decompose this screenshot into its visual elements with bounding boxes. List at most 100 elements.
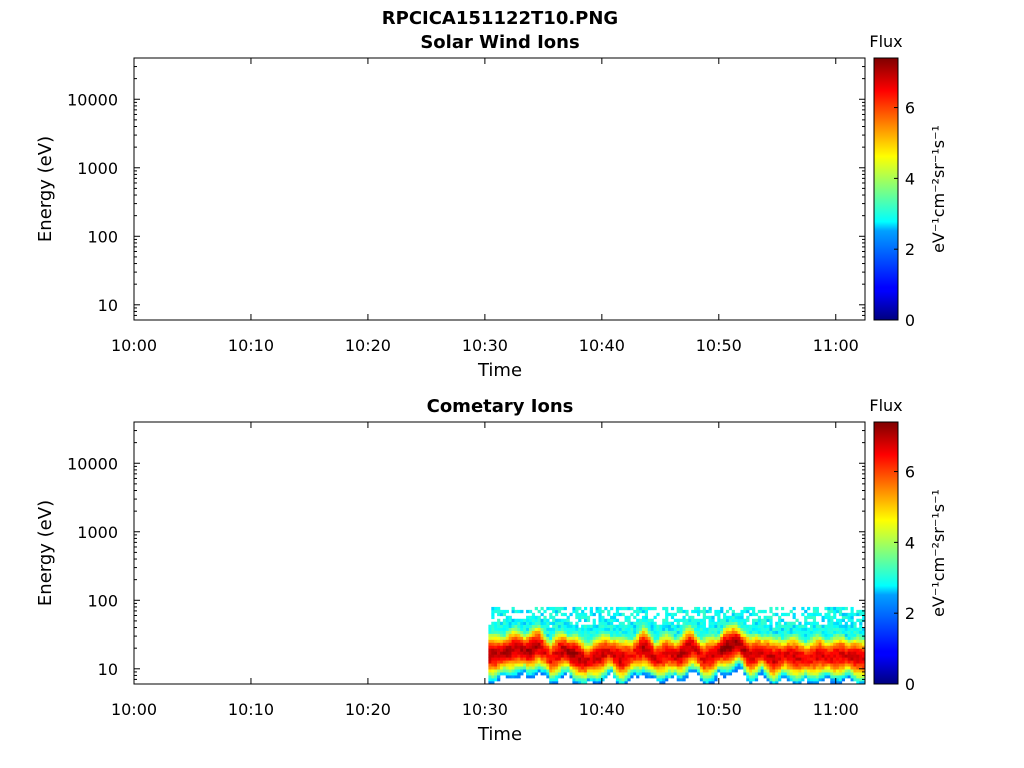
flux-cell bbox=[624, 624, 628, 628]
flux-cell bbox=[581, 636, 585, 640]
flux-cell bbox=[699, 636, 704, 640]
flux-cell bbox=[708, 633, 712, 637]
flux-cell bbox=[621, 624, 625, 628]
flux-cell bbox=[711, 669, 715, 673]
flux-cell bbox=[668, 624, 672, 628]
flux-cell bbox=[696, 648, 701, 652]
flux-cell bbox=[676, 627, 680, 631]
flux-cell bbox=[615, 633, 620, 637]
flux-cell bbox=[531, 663, 536, 667]
flux-cell bbox=[723, 675, 727, 679]
flux-cell bbox=[595, 633, 599, 637]
flux-cell bbox=[708, 624, 712, 628]
flux-cell bbox=[783, 639, 788, 643]
flux-cell bbox=[728, 639, 733, 643]
flux-cell bbox=[708, 642, 712, 646]
flux-cell bbox=[569, 666, 573, 670]
x-tick-label: 10:50 bbox=[696, 700, 742, 719]
flux-cell bbox=[656, 642, 660, 646]
flux-cell bbox=[641, 618, 646, 623]
flux-cell bbox=[612, 666, 617, 670]
flux-cell bbox=[670, 657, 675, 661]
flux-cell bbox=[731, 654, 735, 658]
flux-cell bbox=[815, 636, 819, 640]
flux-cell bbox=[526, 630, 530, 634]
flux-cell bbox=[853, 645, 857, 649]
flux-cell bbox=[665, 678, 669, 682]
flux-cell bbox=[836, 624, 840, 628]
flux-cell bbox=[720, 669, 724, 673]
flux-cell bbox=[494, 633, 498, 637]
flux-cell bbox=[665, 618, 669, 623]
flux-cell bbox=[583, 639, 588, 643]
flux-cell bbox=[850, 651, 854, 655]
flux-cell bbox=[589, 666, 593, 670]
flux-cell bbox=[572, 648, 576, 652]
flux-cell bbox=[844, 639, 848, 643]
flux-cell bbox=[647, 660, 651, 664]
flux-cell bbox=[809, 660, 814, 664]
flux-cell bbox=[531, 639, 536, 643]
flux-cell bbox=[737, 666, 741, 670]
flux-cell bbox=[807, 654, 811, 658]
flux-cell bbox=[789, 651, 793, 655]
flux-cell bbox=[728, 663, 733, 667]
flux-cell bbox=[650, 663, 654, 667]
flux-cell bbox=[630, 660, 634, 664]
flux-cell bbox=[520, 627, 524, 631]
flux-cell bbox=[769, 609, 773, 614]
flux-cell bbox=[497, 642, 501, 646]
flux-cell bbox=[737, 621, 741, 626]
flux-cell bbox=[624, 663, 628, 667]
flux-cell bbox=[543, 654, 547, 658]
flux-cell bbox=[714, 675, 718, 679]
flux-cell bbox=[618, 621, 622, 626]
flux-cell bbox=[807, 642, 811, 646]
flux-cell bbox=[514, 636, 518, 640]
flux-cell bbox=[526, 675, 530, 679]
flux-cell bbox=[679, 636, 683, 640]
flux-cell bbox=[789, 630, 793, 634]
flux-cell bbox=[537, 645, 541, 649]
flux-cell bbox=[812, 654, 817, 658]
flux-cell bbox=[757, 618, 762, 623]
panel-cometary-ions: Cometary Ions 10:00 10:10 10:20 10:30 10:40 1… bbox=[35, 396, 948, 745]
flux-cell bbox=[717, 645, 721, 649]
flux-cell bbox=[673, 630, 677, 634]
flux-cell bbox=[850, 633, 854, 637]
flux-cell bbox=[528, 663, 533, 667]
flux-cell bbox=[520, 663, 524, 667]
flux-cell bbox=[618, 606, 622, 611]
flux-cell bbox=[656, 660, 660, 664]
flux-cell bbox=[636, 609, 640, 614]
flux-cell bbox=[520, 648, 524, 652]
flux-cell bbox=[552, 639, 556, 643]
flux-cell bbox=[809, 669, 814, 673]
flux-cell bbox=[780, 648, 785, 652]
flux-cell bbox=[720, 621, 724, 626]
flux-cell bbox=[601, 660, 605, 664]
flux-cell bbox=[737, 651, 741, 655]
flux-cell bbox=[528, 648, 533, 652]
flux-cell bbox=[731, 663, 735, 667]
flux-cell bbox=[572, 675, 576, 679]
flux-cell bbox=[583, 648, 588, 652]
flux-cell bbox=[615, 606, 620, 611]
flux-cell bbox=[583, 606, 588, 611]
flux-cell bbox=[841, 678, 846, 682]
flux-cell bbox=[497, 672, 501, 676]
flux-cell bbox=[798, 630, 802, 634]
flux-cell bbox=[523, 654, 527, 658]
flux-cell bbox=[633, 642, 637, 646]
flux-cell bbox=[775, 621, 779, 626]
flux-cell bbox=[838, 666, 843, 670]
flux-cell bbox=[627, 678, 631, 682]
flux-cell bbox=[763, 609, 767, 614]
flux-cell bbox=[766, 630, 770, 634]
flux-cell bbox=[772, 645, 776, 649]
flux-cell bbox=[827, 666, 831, 670]
flux-cell bbox=[505, 621, 509, 626]
flux-cell bbox=[862, 642, 865, 646]
flux-cell bbox=[502, 639, 507, 643]
colorbar bbox=[873, 421, 899, 685]
